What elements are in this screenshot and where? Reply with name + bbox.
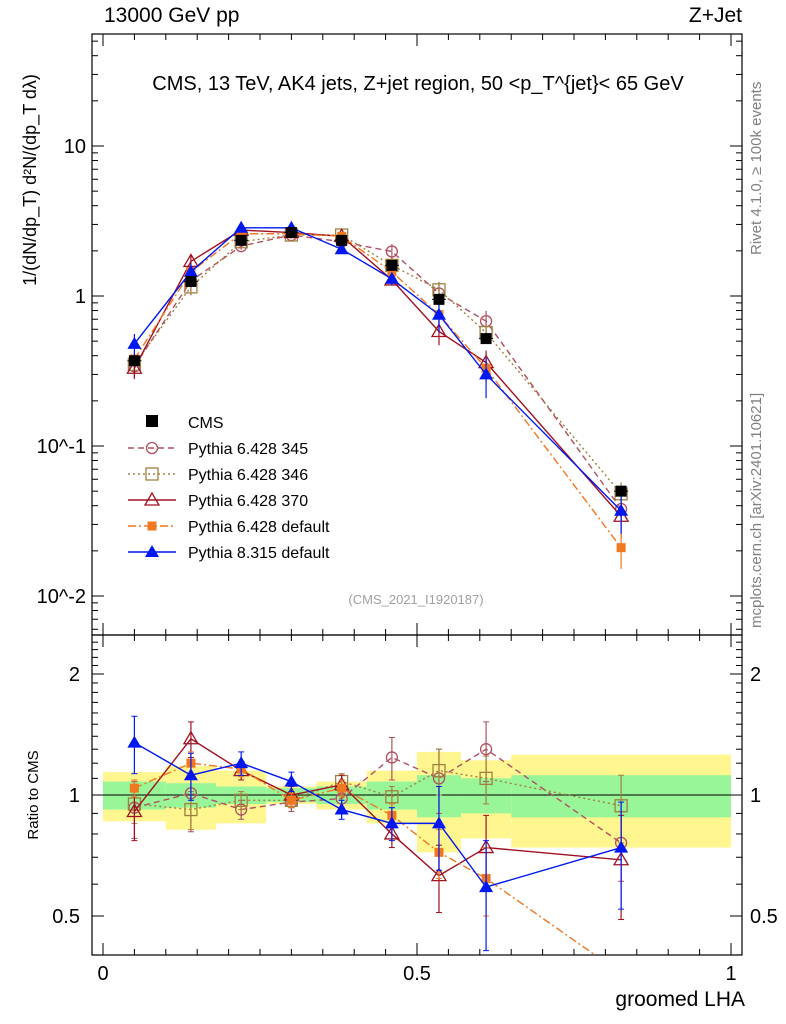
legend-label-data: CMS bbox=[188, 415, 224, 432]
legend: CMS Pythia 6.428 345 Pythia 6.428 346 Pythi… bbox=[128, 415, 330, 562]
ratio-series-point bbox=[286, 795, 296, 805]
ratio-series-point bbox=[284, 774, 299, 787]
data-point bbox=[433, 293, 445, 305]
ratio-series-point bbox=[184, 802, 198, 817]
x-tick-label: 0.5 bbox=[403, 963, 431, 985]
main-series-point bbox=[127, 336, 142, 349]
ratio-tick-label-right: 1 bbox=[750, 785, 761, 807]
ratio-y-axis-label: Ratio to CMS bbox=[25, 750, 42, 839]
ratio-series-point bbox=[182, 730, 200, 745]
data-point bbox=[185, 275, 197, 287]
data-point bbox=[615, 485, 627, 497]
ratio-tick-label-left: 1 bbox=[69, 785, 80, 807]
ratio-series-point bbox=[479, 743, 493, 756]
main-series-point bbox=[126, 359, 143, 374]
x-tick-label: 1 bbox=[725, 963, 736, 985]
main-series-point bbox=[430, 323, 448, 338]
chart-labels: CMS, 13 TeV, AK4 jets, Z+jet region, 50 … bbox=[20, 73, 778, 1011]
ratio-tick-label-left: 2 bbox=[69, 664, 80, 686]
energy-label: 13000 GeV pp bbox=[104, 4, 240, 27]
y-axis-label: 1/(dN/dp_T) d²N/(dp_T dλ) bbox=[20, 74, 41, 286]
legend-label: Pythia 6.428 default bbox=[188, 519, 330, 536]
ratio-series-point bbox=[234, 793, 248, 807]
ratio-series-point bbox=[432, 763, 446, 778]
ratio-uncertainty-bands bbox=[103, 751, 731, 853]
main-series-point bbox=[236, 229, 246, 239]
chart-title: CMS, 13 TeV, AK4 jets, Z+jet region, 50 … bbox=[152, 73, 684, 95]
x-axis-label: groomed LHA bbox=[615, 988, 745, 1011]
ratio-series-point bbox=[479, 880, 494, 893]
data-point bbox=[480, 333, 492, 345]
ratio-tick-label-right: 0.5 bbox=[750, 906, 778, 928]
legend-label: Pythia 6.428 346 bbox=[188, 467, 308, 484]
main-series-point bbox=[384, 271, 399, 284]
legend-label: Pythia 8.315 default bbox=[188, 545, 330, 562]
data-point bbox=[235, 234, 247, 246]
legend-marker bbox=[147, 521, 157, 531]
main-series-point bbox=[385, 245, 399, 258]
x-tick-label: 0 bbox=[97, 963, 108, 985]
main-series-point bbox=[387, 267, 397, 277]
ratio-series-point bbox=[430, 867, 448, 882]
main-series-point bbox=[479, 367, 494, 380]
main-series-point bbox=[616, 543, 626, 553]
ratio-series-point bbox=[385, 751, 399, 764]
ratio-series-point bbox=[234, 756, 249, 769]
ratio-tick-label-left: 0.5 bbox=[52, 906, 80, 928]
main-series-point bbox=[334, 242, 349, 255]
legend-label: Pythia 6.428 345 bbox=[188, 441, 308, 458]
analysis-tag: (CMS_2021_I1920187) bbox=[348, 592, 483, 607]
ratio-series-point bbox=[479, 771, 493, 786]
ratio-series-point bbox=[337, 783, 347, 793]
ratio-series-point bbox=[183, 768, 198, 781]
legend-marker bbox=[145, 441, 159, 455]
main-series-point bbox=[234, 220, 249, 233]
ratio-series-point bbox=[127, 735, 142, 748]
main-series-point bbox=[183, 264, 198, 277]
process-label: Z+Jet bbox=[688, 4, 742, 27]
ratio-series-point bbox=[126, 803, 143, 818]
data-point bbox=[386, 259, 398, 271]
ratio-series-point bbox=[334, 802, 349, 815]
data-point bbox=[336, 234, 348, 246]
legend-marker bbox=[145, 467, 159, 481]
ratio-series-point bbox=[129, 783, 139, 793]
main-series-point bbox=[431, 307, 446, 320]
data-point bbox=[128, 355, 140, 367]
y-tick-label: 10 bbox=[64, 136, 86, 158]
y-tick-label: 1 bbox=[75, 286, 86, 308]
mcplots-site-label: mcplots.cern.ch [arXiv:2401.10621] bbox=[748, 392, 765, 628]
ratio-series-point bbox=[431, 816, 446, 829]
data-point bbox=[285, 227, 297, 239]
y-tick-label: 10^-1 bbox=[37, 436, 86, 458]
main-series-point bbox=[614, 503, 629, 516]
legend-label: Pythia 6.428 370 bbox=[188, 493, 308, 510]
ratio-series-point bbox=[385, 790, 399, 804]
legend-marker bbox=[143, 491, 161, 506]
series-group bbox=[126, 220, 630, 956]
legend-marker bbox=[145, 545, 159, 557]
ratio-series-point bbox=[384, 816, 399, 829]
ratio-series-point bbox=[614, 840, 629, 853]
rivet-version-label: Rivet 4.1.0, ≥ 100k events bbox=[748, 81, 765, 255]
legend-marker-data bbox=[146, 415, 158, 427]
ratio-tick-label-right: 2 bbox=[750, 664, 761, 686]
y-tick-label: 10^-2 bbox=[37, 586, 86, 608]
axis-ticks bbox=[92, 34, 742, 956]
